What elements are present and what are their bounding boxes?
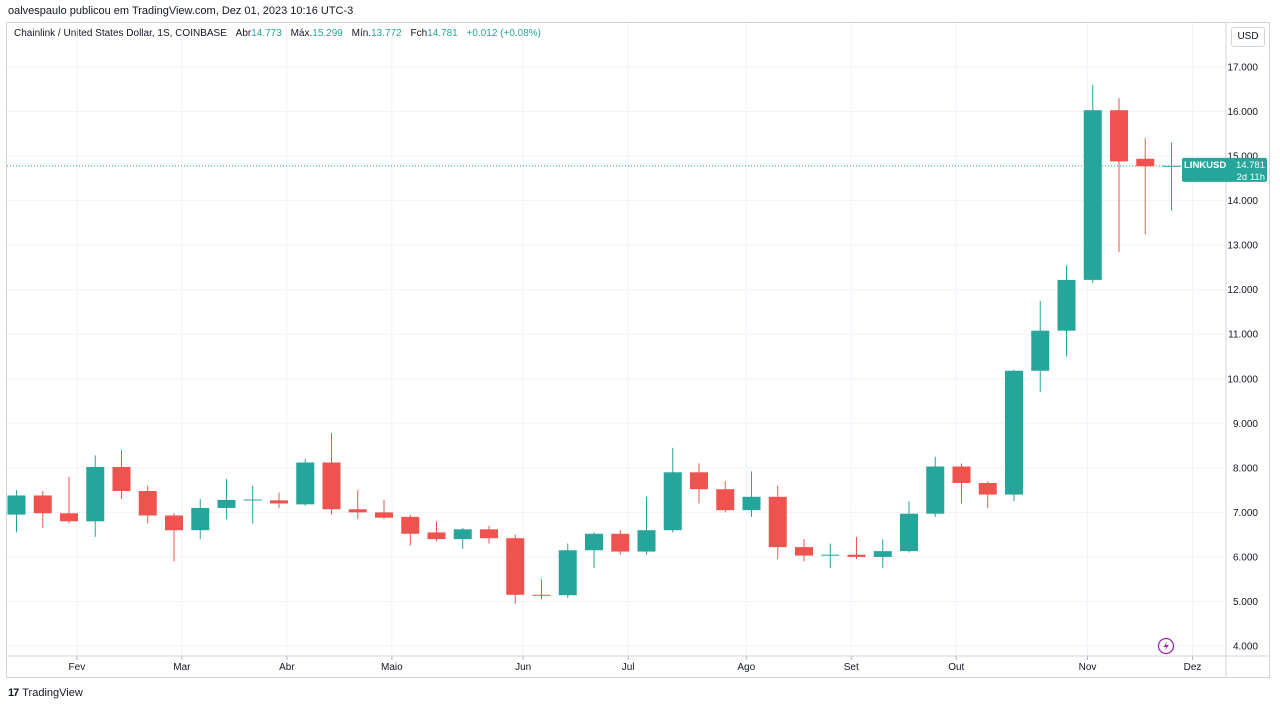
candle-body[interactable] bbox=[322, 462, 341, 510]
open-value: 14.773 bbox=[251, 28, 282, 39]
candle-body[interactable] bbox=[427, 532, 446, 540]
x-tick-label: Nov bbox=[1079, 662, 1097, 673]
y-tick-label: 8.000 bbox=[1233, 463, 1258, 474]
candle-body[interactable] bbox=[558, 550, 577, 596]
candle-body[interactable] bbox=[716, 489, 735, 511]
candle-body[interactable] bbox=[243, 499, 262, 501]
y-tick-label: 11.000 bbox=[1228, 330, 1258, 341]
open-label: Abr bbox=[235, 28, 252, 39]
candle-body[interactable] bbox=[217, 499, 236, 508]
candle-body[interactable] bbox=[138, 491, 157, 516]
tradingview-logo-icon: 17 bbox=[8, 687, 19, 699]
candle-body[interactable] bbox=[86, 466, 105, 522]
candle-body[interactable] bbox=[348, 509, 367, 513]
candle-body[interactable] bbox=[926, 466, 945, 514]
candle-body[interactable] bbox=[900, 513, 918, 552]
price-tag-countdown: 2d 11h bbox=[1237, 172, 1265, 183]
candle-body[interactable] bbox=[1110, 110, 1128, 162]
y-tick-label: 13.000 bbox=[1227, 241, 1258, 252]
close-value: 14.781 bbox=[427, 28, 458, 39]
candle-body[interactable] bbox=[847, 554, 866, 557]
candle-body[interactable] bbox=[663, 472, 682, 531]
x-tick-label: Ago bbox=[737, 662, 755, 673]
candle-body[interactable] bbox=[191, 507, 210, 531]
x-tick-label: Mar bbox=[173, 662, 191, 673]
candle-body[interactable] bbox=[506, 538, 525, 595]
y-tick-label: 12.000 bbox=[1227, 285, 1258, 296]
candle-body[interactable] bbox=[1136, 158, 1155, 167]
lightning-icon[interactable] bbox=[1157, 637, 1175, 655]
low-label: Mín. bbox=[351, 28, 372, 39]
x-tick-label: Abr bbox=[279, 662, 295, 673]
chart-frame bbox=[6, 22, 1270, 678]
high-label: Máx. bbox=[290, 28, 313, 39]
candle-body[interactable] bbox=[637, 530, 656, 552]
candle-body[interactable] bbox=[690, 472, 708, 490]
candle-body[interactable] bbox=[270, 500, 288, 504]
candle-body[interactable] bbox=[60, 513, 78, 522]
y-tick-label: 14.000 bbox=[1227, 196, 1258, 207]
x-tick-label: Set bbox=[844, 662, 859, 673]
y-tick-label: 16.000 bbox=[1227, 107, 1258, 118]
candle-body[interactable] bbox=[165, 515, 183, 531]
y-tick-label: 17.000 bbox=[1227, 63, 1258, 74]
candle-body[interactable] bbox=[401, 516, 420, 534]
candle-body[interactable] bbox=[795, 547, 813, 556]
candle-body[interactable] bbox=[296, 462, 315, 505]
y-tick-label: 7.000 bbox=[1233, 508, 1258, 519]
footer-branding[interactable]: 17 TradingView bbox=[8, 687, 83, 699]
change-value: +0.012 (+0.08%) bbox=[466, 28, 542, 39]
candle-body[interactable] bbox=[873, 551, 892, 557]
candle-body[interactable] bbox=[1083, 110, 1102, 280]
candle-body[interactable] bbox=[453, 529, 472, 540]
x-tick-label: Jun bbox=[515, 662, 531, 673]
candle-body[interactable] bbox=[112, 466, 131, 492]
price-tag-symbol: LINKUSD bbox=[1184, 160, 1226, 171]
lightning-bolt-icon bbox=[1163, 641, 1169, 651]
y-tick-label: 15.000 bbox=[1227, 152, 1258, 163]
x-tick-label: Out bbox=[948, 662, 964, 673]
candle-body[interactable] bbox=[480, 529, 498, 539]
candle-body[interactable] bbox=[532, 594, 551, 596]
candle-body[interactable] bbox=[1162, 165, 1181, 167]
candle-body[interactable] bbox=[742, 496, 761, 511]
y-tick-label: 10.000 bbox=[1227, 374, 1258, 385]
candle-body[interactable] bbox=[768, 496, 787, 548]
candle-body[interactable] bbox=[33, 495, 52, 514]
candle-body[interactable] bbox=[7, 495, 26, 515]
y-tick-label: 4.000 bbox=[1233, 642, 1258, 653]
y-tick-label: 9.000 bbox=[1233, 419, 1258, 430]
candle-body[interactable] bbox=[375, 512, 393, 518]
candle-body[interactable] bbox=[1057, 279, 1076, 331]
candle-body[interactable] bbox=[585, 533, 603, 551]
price-tag bbox=[1182, 157, 1267, 182]
x-tick-label: Maio bbox=[381, 662, 403, 673]
candle-body[interactable] bbox=[952, 466, 971, 483]
publish-credit: oalvespaulo publicou em TradingView.com,… bbox=[8, 5, 354, 17]
x-tick-label: Fev bbox=[69, 662, 86, 673]
close-label: Fch bbox=[410, 28, 428, 39]
candle-body[interactable] bbox=[1005, 370, 1023, 495]
candle-body[interactable] bbox=[611, 533, 630, 552]
symbol-title[interactable]: Chainlink / United States Dollar, 1S, CO… bbox=[14, 28, 227, 39]
currency-button[interactable]: USD bbox=[1231, 27, 1265, 47]
x-tick-label: Dez bbox=[1184, 662, 1202, 673]
x-tick-label: Jul bbox=[622, 662, 635, 673]
y-tick-label: 6.000 bbox=[1233, 552, 1258, 563]
y-tick-label: 5.000 bbox=[1233, 597, 1258, 608]
price-tag-value: 14.781 bbox=[1236, 160, 1265, 171]
high-value: 15.299 bbox=[312, 28, 343, 39]
candle-body[interactable] bbox=[1031, 330, 1050, 371]
candle-body[interactable] bbox=[978, 482, 997, 495]
chart-legend: Chainlink / United States Dollar, 1S, CO… bbox=[14, 28, 541, 39]
brand-name: TradingView bbox=[22, 687, 83, 699]
low-value: 13.772 bbox=[371, 28, 402, 39]
candle-body[interactable] bbox=[821, 554, 840, 556]
